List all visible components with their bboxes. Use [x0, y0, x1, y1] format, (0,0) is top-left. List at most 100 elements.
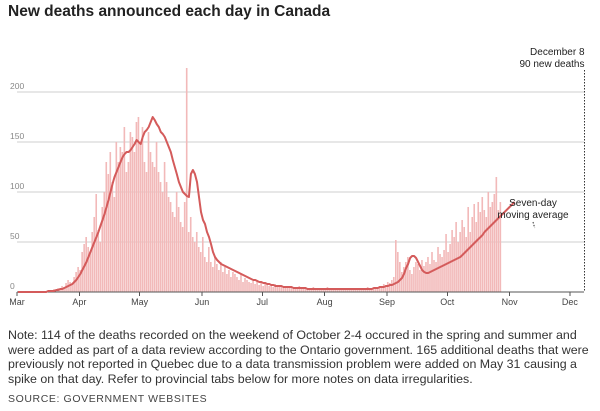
data-bar — [403, 267, 405, 292]
data-bar — [208, 247, 210, 292]
annotation-moving-average-label: moving average — [497, 210, 569, 221]
data-bar — [419, 270, 421, 292]
data-bar — [294, 287, 297, 292]
data-bar — [433, 260, 435, 292]
data-bar — [250, 283, 252, 292]
x-tick-label: Dec — [562, 297, 579, 307]
data-bar — [401, 272, 403, 292]
data-bar — [352, 290, 355, 292]
data-bar — [415, 262, 417, 292]
data-bar — [171, 212, 174, 292]
x-tick-label: Sep — [379, 297, 395, 307]
data-bar — [435, 262, 437, 292]
data-bar — [278, 287, 280, 292]
data-bar — [397, 252, 399, 292]
data-bar — [129, 132, 132, 292]
data-bar — [499, 202, 502, 292]
data-bar — [185, 68, 188, 292]
data-bar — [475, 222, 478, 292]
data-bar — [495, 177, 498, 292]
data-bar — [87, 247, 89, 292]
data-bar — [145, 172, 148, 292]
y-tick-label: 50 — [10, 231, 20, 241]
data-bar — [230, 277, 232, 292]
data-bar — [272, 287, 274, 292]
x-tick-label: May — [131, 297, 149, 307]
data-bar — [107, 174, 110, 292]
data-bar — [109, 152, 112, 292]
data-bar — [395, 240, 397, 292]
data-bar — [256, 280, 258, 292]
data-bar — [368, 290, 371, 292]
data-bar — [437, 247, 439, 292]
data-bar — [423, 266, 425, 292]
data-bar — [238, 280, 240, 292]
data-bar — [222, 272, 224, 292]
data-bar — [443, 250, 445, 292]
data-bar — [135, 122, 138, 292]
data-bar — [151, 162, 154, 292]
data-bar — [310, 289, 313, 292]
data-bar — [248, 282, 250, 292]
data-bar — [201, 237, 204, 292]
data-bar — [169, 202, 172, 292]
data-bar — [71, 284, 73, 292]
data-bar — [330, 290, 333, 292]
annotation-latest-label: 90 new deaths — [519, 59, 584, 70]
x-tick-label: Oct — [440, 297, 455, 307]
data-bar — [487, 192, 490, 292]
data-bar — [477, 202, 480, 292]
data-bar — [284, 287, 287, 292]
data-bar — [362, 290, 365, 292]
data-bar — [358, 289, 361, 292]
data-bar — [123, 127, 126, 292]
data-bar — [69, 282, 71, 292]
data-bar — [324, 289, 327, 292]
data-bar — [378, 286, 381, 292]
data-bar — [79, 270, 81, 292]
x-tick-label: Apr — [72, 297, 86, 307]
data-bar — [491, 202, 494, 292]
data-bar — [75, 272, 77, 292]
data-bar — [429, 264, 431, 292]
data-bar — [441, 257, 443, 292]
data-bar — [220, 262, 222, 292]
annotation-latest-label: December 8 — [530, 47, 585, 58]
data-bar — [336, 290, 339, 292]
data-bar — [374, 287, 377, 292]
data-bar — [117, 162, 120, 292]
data-bar — [189, 217, 192, 292]
data-bar — [489, 207, 492, 292]
data-bar — [143, 162, 146, 292]
data-bar — [91, 232, 94, 292]
data-bar — [427, 257, 429, 292]
data-bar — [421, 260, 423, 292]
data-bar — [101, 207, 104, 292]
x-tick-label: Nov — [502, 297, 519, 307]
chart-source: SOURCE: GOVERNMENT WEBSITES — [8, 393, 208, 405]
data-bar — [59, 289, 61, 292]
data-bar — [399, 262, 401, 292]
data-bar — [131, 137, 134, 292]
data-bar — [260, 282, 262, 292]
data-bar — [165, 182, 168, 292]
data-bar — [254, 284, 256, 292]
data-bar — [306, 289, 309, 292]
data-bar — [346, 290, 349, 292]
data-bar — [463, 227, 465, 292]
data-bar — [292, 289, 295, 292]
data-bar — [258, 285, 260, 292]
data-bar — [459, 232, 461, 292]
data-bar — [99, 242, 102, 292]
data-bar — [240, 274, 242, 292]
data-bar — [411, 274, 413, 292]
data-bar — [334, 289, 337, 292]
data-bar — [187, 232, 190, 292]
data-bar — [453, 237, 455, 292]
data-bar — [356, 290, 359, 292]
data-bar — [380, 287, 383, 292]
data-bar — [425, 262, 427, 292]
data-bar — [413, 267, 415, 292]
data-bar — [133, 152, 136, 292]
data-bar — [139, 142, 142, 292]
